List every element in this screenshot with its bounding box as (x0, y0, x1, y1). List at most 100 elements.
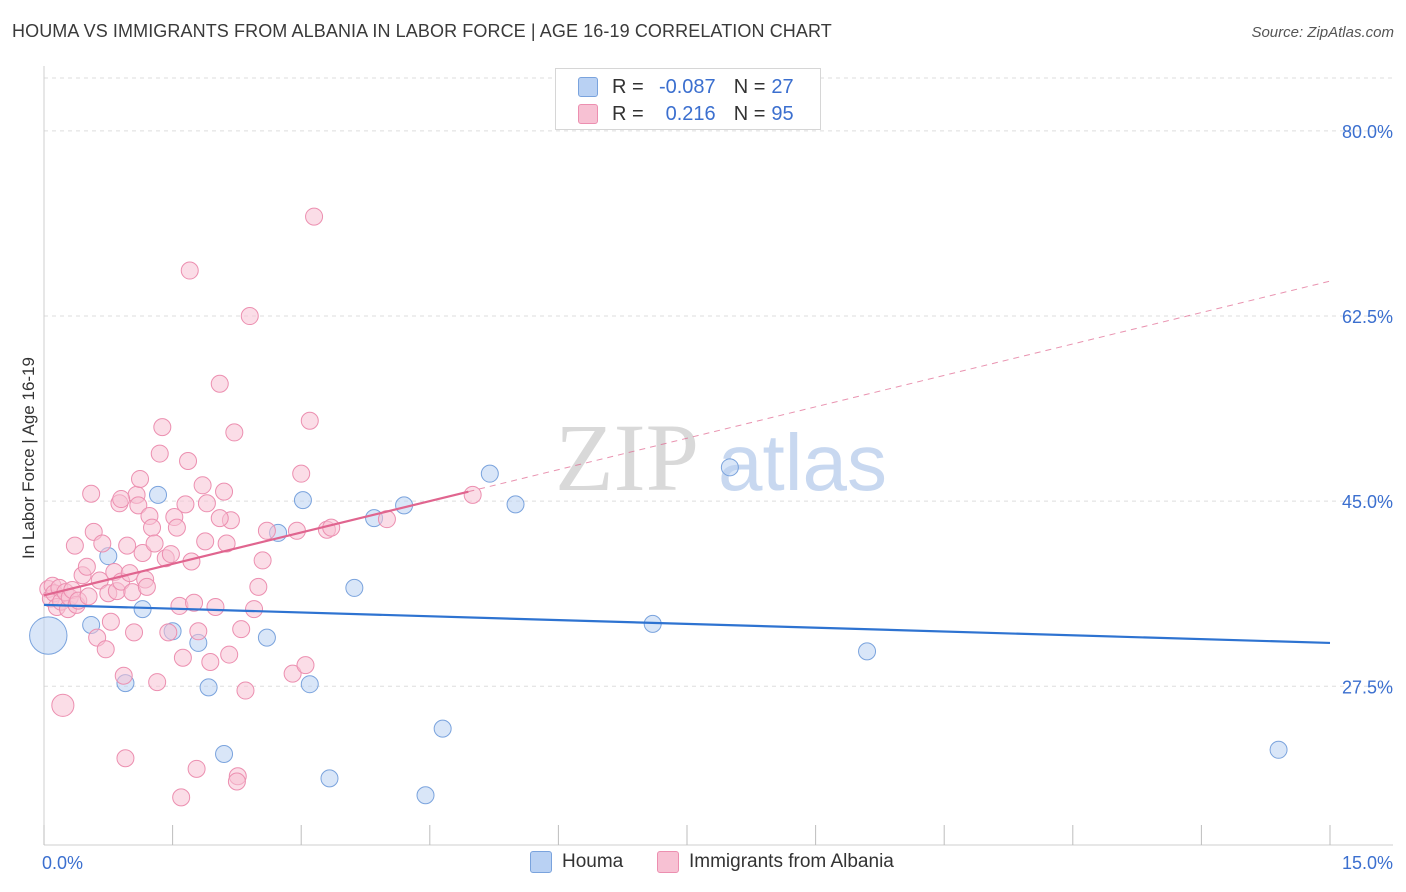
legend-item-albania[interactable]: Immigrants from Albania (657, 851, 894, 873)
albania-point (170, 596, 189, 615)
grid-lines (44, 77, 1393, 687)
albania-point (253, 551, 272, 570)
y-tick-label: 62.5% (1342, 307, 1393, 327)
albania-point (118, 536, 137, 555)
y-tick-label: 27.5% (1342, 677, 1393, 697)
albania-point (131, 469, 150, 488)
albania-point (96, 640, 115, 659)
albania-point (179, 451, 198, 470)
houma-n-value: 27 (771, 75, 794, 98)
trend-lines (43, 280, 1331, 645)
albania-r-value: 0.216 (665, 102, 716, 125)
albania-point (217, 534, 236, 553)
albania-point (176, 495, 195, 514)
houma-point (199, 678, 218, 697)
albania-point (133, 544, 152, 563)
albania-point (305, 207, 324, 226)
albania-point (249, 577, 268, 596)
r-label: R = (612, 102, 644, 125)
albania-point (125, 623, 144, 642)
albania-trend-line (43, 490, 469, 597)
houma-point (480, 464, 499, 483)
houma-point (133, 600, 152, 619)
albania-point (180, 261, 199, 280)
n-label: N = (733, 102, 766, 125)
albania-point (185, 593, 204, 612)
chart-title: HOUMA VS IMMIGRANTS FROM ALBANIA IN LABO… (12, 21, 832, 41)
albania-point (143, 518, 162, 537)
houma-point (858, 642, 877, 661)
x-tick-label: 15.0% (1342, 853, 1393, 873)
watermark: ZIP atlas (555, 404, 887, 511)
albania-swatch (578, 104, 598, 124)
albania-point (232, 620, 251, 639)
albania-point (193, 476, 212, 495)
albania-point (77, 557, 96, 576)
albania-point (197, 494, 216, 513)
albania-point (79, 587, 98, 606)
albania-point (225, 423, 244, 442)
y-tick-label: 45.0% (1342, 492, 1393, 512)
stats-legend: R = -0.087 N = 27 R = 0.216 N = 95 (555, 68, 821, 130)
albania-point (220, 645, 239, 664)
x-tick-label: 0.0% (42, 853, 83, 873)
houma-point (29, 616, 68, 655)
n-label: N = (733, 75, 766, 98)
albania-point (161, 545, 180, 564)
albania-legend-label: Immigrants from Albania (689, 851, 894, 872)
albania-point (148, 673, 167, 692)
albania-point (189, 622, 208, 641)
albania-point (187, 759, 206, 778)
albania-points (39, 207, 482, 807)
source-credit: Source: ZipAtlas.com (1251, 24, 1394, 41)
axes (43, 66, 1393, 846)
houma-point (506, 495, 525, 514)
albania-point (210, 374, 229, 393)
albania-point (206, 597, 225, 616)
albania-point (292, 464, 311, 483)
albania-point (296, 656, 315, 675)
houma-point (149, 485, 168, 504)
albania-point (145, 534, 164, 553)
houma-point (433, 719, 452, 738)
albania-legend-swatch (657, 851, 679, 873)
albania-trend-extension (468, 280, 1331, 493)
albania-point (167, 518, 186, 537)
houma-legend-swatch (530, 851, 552, 873)
albania-point (245, 600, 264, 619)
houma-trend-line (43, 603, 1331, 645)
r-label: R = (612, 75, 644, 98)
y-tick-label: 80.0% (1342, 122, 1393, 142)
albania-point (227, 772, 246, 791)
houma-legend-label: Houma (562, 851, 624, 872)
houma-swatch (578, 77, 598, 97)
albania-point (112, 490, 131, 509)
legend-item-houma[interactable]: Houma (530, 851, 623, 873)
albania-point (240, 307, 259, 326)
houma-point (1269, 740, 1288, 759)
albania-point (82, 484, 101, 503)
albania-point (153, 418, 172, 437)
albania-point (129, 496, 148, 515)
albania-point (101, 612, 120, 631)
houma-point (300, 675, 319, 694)
albania-n-value: 95 (771, 102, 794, 125)
houma-point (293, 491, 312, 510)
albania-point (215, 482, 234, 501)
houma-r-value: -0.087 (658, 75, 716, 98)
albania-point (196, 532, 215, 551)
albania-point (65, 536, 84, 555)
albania-point (201, 652, 220, 671)
albania-point (150, 444, 169, 463)
albania-point (173, 648, 192, 667)
watermark-zip: ZIP (555, 404, 699, 511)
albania-point (236, 681, 255, 700)
houma-point (257, 628, 276, 647)
albania-point (463, 485, 482, 504)
y-axis-label: In Labor Force | Age 16-19 (19, 357, 38, 559)
houma-point (215, 745, 234, 764)
watermark-atlas: atlas (718, 418, 887, 507)
albania-point (51, 693, 75, 717)
houma-point (345, 578, 364, 597)
